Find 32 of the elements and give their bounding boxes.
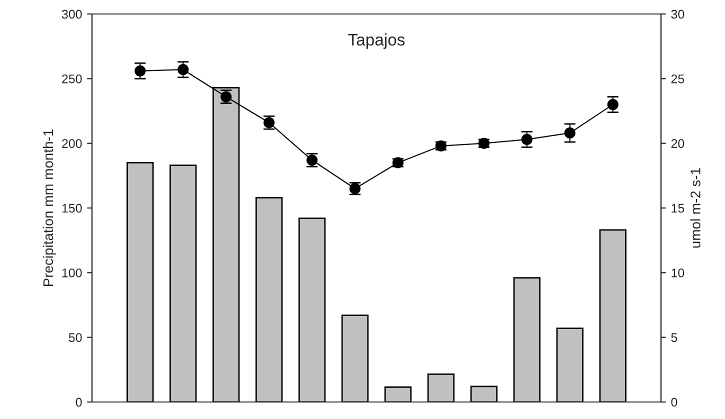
y2-tick-label: 30: [671, 10, 684, 19]
point: [607, 98, 618, 110]
point: [134, 65, 146, 76]
bar: [298, 218, 326, 402]
y2-tick-label: 20: [671, 139, 684, 148]
y-tick-label: 300: [62, 10, 82, 19]
y-axis-title: Precipitation mm month-1: [42, 130, 56, 286]
y-tick-label: 50: [68, 333, 82, 342]
bar: [599, 229, 626, 402]
y2-tick-label: 15: [672, 204, 684, 213]
y-tick-label: 200: [62, 139, 82, 148]
y-tick-label: 100: [62, 268, 82, 278]
bar: [126, 162, 154, 402]
bar: [341, 314, 369, 402]
text: Tapajos: [348, 33, 405, 49]
bar: [170, 164, 197, 402]
y2-tick-label: 10: [672, 268, 684, 278]
bar: [513, 277, 541, 402]
point: [521, 134, 532, 146]
bar: [384, 386, 412, 402]
point: [178, 64, 189, 76]
y2-tick-label: 0: [671, 398, 678, 407]
y2-tick-label: 25: [671, 74, 684, 84]
bar: [255, 196, 283, 402]
y2-axis-title: umol m-2 s-1: [690, 168, 700, 248]
bar: [470, 386, 498, 402]
bar: [556, 328, 584, 402]
y2-tick-label: 5: [671, 333, 678, 342]
y-tick-label: 250: [62, 74, 82, 84]
y-tick-label: 150: [62, 204, 82, 213]
bar: [427, 374, 455, 402]
y-tick-label: 0: [76, 398, 82, 407]
